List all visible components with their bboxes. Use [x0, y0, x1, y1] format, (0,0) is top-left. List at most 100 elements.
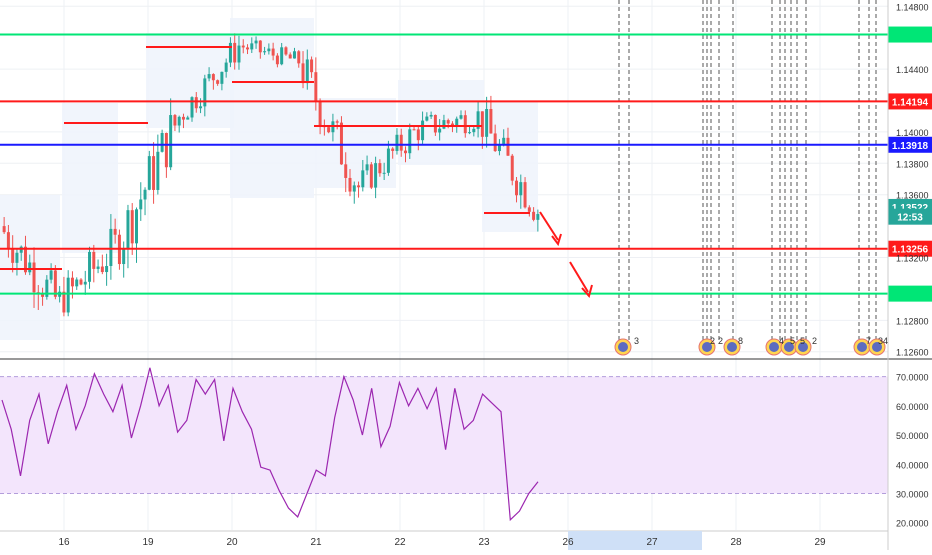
x-tick-label-4: 22 [394, 537, 406, 548]
candle-body [485, 108, 489, 137]
event-marker-3[interactable] [765, 338, 783, 356]
candle-body [75, 279, 79, 287]
price-label-0: 1.14194 [892, 97, 929, 108]
candle-body [292, 51, 296, 59]
candle-body [224, 62, 228, 72]
event-count-1: 2 [710, 336, 715, 346]
candle-body [250, 43, 254, 50]
candle-body [32, 262, 36, 293]
candle-body [49, 270, 53, 280]
candle-body [190, 97, 194, 118]
candle-body [139, 199, 143, 210]
price-label-2: 1.13522 [892, 203, 929, 214]
price-label-3: 12:53 [897, 213, 923, 224]
candle-body [527, 207, 531, 212]
candle-body [237, 45, 241, 63]
candle-body [88, 251, 92, 282]
candle-body [429, 114, 433, 117]
candle-body [314, 72, 318, 102]
candle-body [489, 108, 493, 134]
candle-body [421, 120, 425, 141]
candle-body [374, 163, 378, 188]
candle-body [327, 127, 331, 133]
candle-body [438, 128, 442, 133]
candle-body [468, 132, 472, 134]
candle-body [164, 133, 168, 168]
candle-body [425, 116, 429, 121]
candle-body [147, 156, 151, 190]
support-label-0 [888, 26, 932, 43]
candle-body [305, 59, 309, 84]
event-marker-2[interactable] [723, 338, 741, 356]
candle-body [267, 48, 271, 52]
x-tick-label-7: 27 [646, 537, 658, 548]
event-marker-1[interactable] [698, 338, 716, 356]
candle-body [83, 281, 87, 285]
x-tick-label-6: 26 [562, 537, 574, 548]
candle-body [480, 111, 484, 137]
price-label-4: 1.13256 [892, 245, 929, 256]
candle-body [2, 226, 6, 233]
event-marker-7[interactable] [868, 338, 886, 356]
candle-body [271, 48, 275, 56]
candle-body [344, 164, 348, 178]
candle-body [62, 291, 66, 313]
candle-body [463, 115, 467, 134]
candle-body [194, 97, 198, 109]
candle-body [211, 74, 215, 81]
event-flag-inner [798, 342, 808, 352]
event-marker-5[interactable] [794, 338, 812, 356]
event-count-2: 2 [718, 336, 723, 346]
candle-body [297, 51, 301, 64]
candle-body [506, 137, 510, 156]
candle-body [497, 144, 501, 152]
candle-body [532, 211, 536, 220]
candle-body [357, 185, 361, 188]
candle-body [122, 249, 126, 265]
candle-body [369, 164, 373, 188]
event-marker-0[interactable] [614, 338, 632, 356]
candle-body [6, 232, 10, 250]
candle-body [109, 228, 113, 266]
candle-body [310, 59, 314, 73]
candle-body [169, 115, 173, 168]
candle-body [519, 182, 523, 196]
profile-box-5 [398, 80, 484, 165]
candle-body [280, 47, 284, 65]
candle-body [207, 74, 211, 79]
candle-body [28, 262, 32, 273]
candle-body [476, 111, 480, 129]
event-markers[interactable]: 3 2 2 8 4 5 5 2 7 34 [614, 336, 888, 356]
candle-body [228, 42, 232, 63]
candle-body [177, 116, 181, 126]
rsi-line [1, 367, 539, 522]
event-flag-inner [727, 342, 737, 352]
candle-body [66, 277, 70, 313]
support-label-1 [888, 285, 932, 302]
event-marker-6[interactable] [853, 338, 871, 356]
profile-box-2 [146, 33, 234, 128]
candle-body [502, 137, 506, 145]
candle-body [241, 45, 245, 48]
projection-arrow-3 [581, 284, 593, 299]
candle-body [335, 121, 339, 123]
candle-body [79, 279, 83, 285]
candle-body [352, 185, 356, 192]
event-count-3: 8 [738, 336, 743, 346]
candle-body [493, 133, 497, 152]
candle-body [318, 101, 322, 127]
event-count-7: 2 [812, 336, 817, 346]
event-flag-inner [872, 342, 882, 352]
candle-body [459, 115, 463, 119]
candle-body [382, 172, 386, 174]
event-flag-inner [618, 342, 628, 352]
candle-body [446, 120, 450, 124]
price-label-box-4 [888, 240, 932, 257]
rsi-tick-label-3: 40.0000 [896, 460, 929, 470]
event-marker-4[interactable] [780, 338, 798, 356]
price-tick-label-0: 1.14800 [896, 2, 929, 12]
candles [2, 33, 540, 317]
candle-body [275, 55, 279, 65]
candle-body [220, 71, 224, 84]
